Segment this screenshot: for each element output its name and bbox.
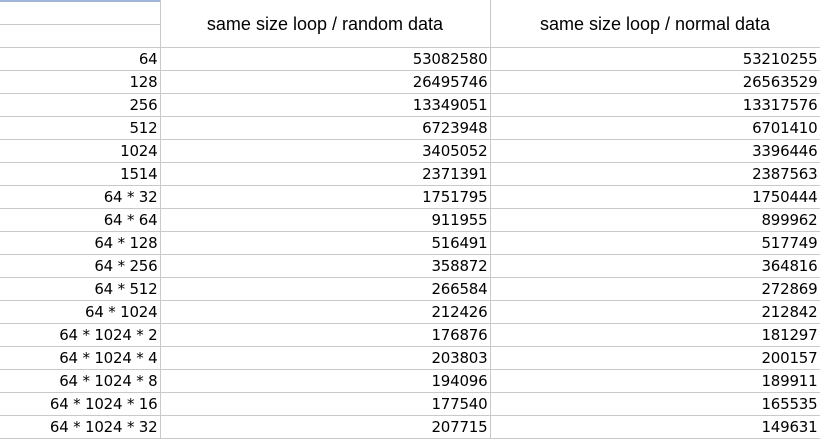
corner-cell-top[interactable] <box>0 0 161 25</box>
random-data-value-cell[interactable]: 53082580 <box>160 47 491 71</box>
row-size-label-cell[interactable]: 64 * 1024 * 32 <box>0 415 161 439</box>
row-size-label-cell[interactable]: 64 * 64 <box>0 208 161 232</box>
random-data-value-cell[interactable]: 176876 <box>160 323 491 347</box>
row-size-label-cell[interactable]: 64 * 1024 * 8 <box>0 369 161 393</box>
row-size-label-cell[interactable]: 512 <box>0 116 161 140</box>
normal-data-value-cell[interactable]: 181297 <box>490 323 820 347</box>
normal-data-value-cell[interactable]: 6701410 <box>490 116 820 140</box>
column-header-random-data[interactable]: same size loop / random data <box>160 0 491 48</box>
table-row: 64 * 1024 * 2 176876 181297 <box>0 323 820 347</box>
header-row-bottom <box>0 24 820 48</box>
random-data-value-cell[interactable]: 212426 <box>160 300 491 324</box>
normal-data-value-cell[interactable]: 165535 <box>490 392 820 416</box>
row-size-label-cell[interactable]: 64 <box>0 47 161 71</box>
row-size-label-cell[interactable]: 256 <box>0 93 161 117</box>
normal-data-value-cell[interactable]: 189911 <box>490 369 820 393</box>
random-data-value-cell[interactable]: 194096 <box>160 369 491 393</box>
normal-data-value-cell[interactable]: 517749 <box>490 231 820 255</box>
column-header-normal-data[interactable]: same size loop / normal data <box>490 0 820 48</box>
row-size-label-cell[interactable]: 64 * 128 <box>0 231 161 255</box>
row-size-label-cell[interactable]: 1514 <box>0 162 161 186</box>
normal-data-value-cell[interactable]: 13317576 <box>490 93 820 117</box>
table-row: 64 * 64 911955 899962 <box>0 208 820 232</box>
normal-data-value-cell[interactable]: 53210255 <box>490 47 820 71</box>
normal-data-value-cell[interactable]: 200157 <box>490 346 820 370</box>
normal-data-value-cell[interactable]: 212842 <box>490 300 820 324</box>
random-data-value-cell[interactable]: 13349051 <box>160 93 491 117</box>
random-data-value-cell[interactable]: 6723948 <box>160 116 491 140</box>
table-row: 64 * 1024 * 4 203803 200157 <box>0 346 820 370</box>
table-row: 64 * 1024 * 16 177540 165535 <box>0 392 820 416</box>
table-row: 1514 2371391 2387563 <box>0 162 820 186</box>
table-row: 64 * 128 516491 517749 <box>0 231 820 255</box>
random-data-value-cell[interactable]: 203803 <box>160 346 491 370</box>
random-data-value-cell[interactable]: 26495746 <box>160 70 491 94</box>
random-data-value-cell[interactable]: 266584 <box>160 277 491 301</box>
table-row: 512 6723948 6701410 <box>0 116 820 140</box>
normal-data-value-cell[interactable]: 2387563 <box>490 162 820 186</box>
random-data-value-cell[interactable]: 1751795 <box>160 185 491 209</box>
random-data-value-cell[interactable]: 177540 <box>160 392 491 416</box>
row-size-label-cell[interactable]: 64 * 32 <box>0 185 161 209</box>
random-data-value-cell[interactable]: 911955 <box>160 208 491 232</box>
random-data-value-cell[interactable]: 358872 <box>160 254 491 278</box>
row-size-label-cell[interactable]: 64 * 512 <box>0 277 161 301</box>
normal-data-value-cell[interactable]: 3396446 <box>490 139 820 163</box>
row-size-label-cell[interactable]: 64 * 1024 * 4 <box>0 346 161 370</box>
table-row: 256 13349051 13317576 <box>0 93 820 117</box>
table-row: 128 26495746 26563529 <box>0 70 820 94</box>
table-row: 1024 3405052 3396446 <box>0 139 820 163</box>
table-row: 64 * 256 358872 364816 <box>0 254 820 278</box>
corner-cell-bottom[interactable] <box>0 24 161 48</box>
normal-data-value-cell[interactable]: 149631 <box>490 415 820 439</box>
row-size-label-cell[interactable]: 64 * 1024 <box>0 300 161 324</box>
table-row: 64 53082580 53210255 <box>0 47 820 71</box>
row-size-label-cell[interactable]: 64 * 1024 * 2 <box>0 323 161 347</box>
row-size-label-cell[interactable]: 128 <box>0 70 161 94</box>
table-row: 64 * 1024 * 32 207715 149631 <box>0 415 820 439</box>
table-row: 64 * 1024 212426 212842 <box>0 300 820 324</box>
normal-data-value-cell[interactable]: 899962 <box>490 208 820 232</box>
random-data-value-cell[interactable]: 516491 <box>160 231 491 255</box>
table-row: 64 * 512 266584 272869 <box>0 277 820 301</box>
normal-data-value-cell[interactable]: 364816 <box>490 254 820 278</box>
random-data-value-cell[interactable]: 3405052 <box>160 139 491 163</box>
normal-data-value-cell[interactable]: 26563529 <box>490 70 820 94</box>
normal-data-value-cell[interactable]: 272869 <box>490 277 820 301</box>
random-data-value-cell[interactable]: 207715 <box>160 415 491 439</box>
table-row: 64 * 32 1751795 1750444 <box>0 185 820 209</box>
row-size-label-cell[interactable]: 64 * 256 <box>0 254 161 278</box>
header-row-top: same size loop / random data same size l… <box>0 0 820 48</box>
row-size-label-cell[interactable]: 64 * 1024 * 16 <box>0 392 161 416</box>
row-size-label-cell[interactable]: 1024 <box>0 139 161 163</box>
table-row: 64 * 1024 * 8 194096 189911 <box>0 369 820 393</box>
random-data-value-cell[interactable]: 2371391 <box>160 162 491 186</box>
normal-data-value-cell[interactable]: 1750444 <box>490 185 820 209</box>
